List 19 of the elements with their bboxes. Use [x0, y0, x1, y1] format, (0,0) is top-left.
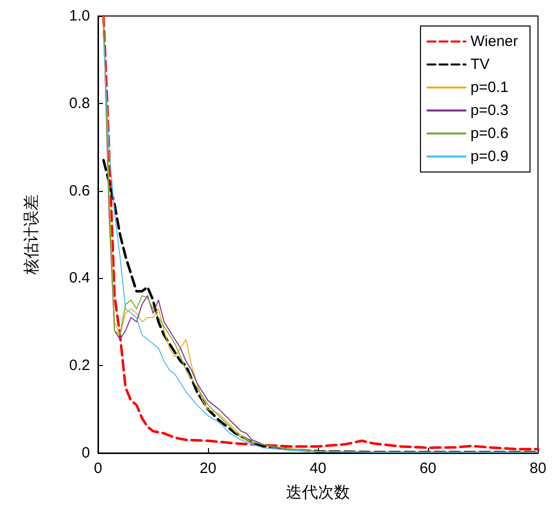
- legend-label: Wiener: [470, 33, 518, 50]
- y-tick-label: 0.4: [69, 270, 90, 287]
- x-tick-label: 0: [94, 460, 102, 477]
- x-tick-label: 20: [200, 460, 216, 477]
- x-tick-label: 60: [420, 460, 436, 477]
- y-tick-label: 0.6: [69, 182, 90, 200]
- x-tick-label: 80: [530, 460, 546, 477]
- y-tick-label: 0.8: [69, 94, 90, 112]
- y-axis-title: 核估计误差: [22, 194, 40, 276]
- legend-label: p=0.3: [470, 102, 508, 119]
- legend-label: p=0.1: [470, 79, 508, 96]
- y-tick-label: 1.0: [69, 8, 90, 24]
- y-tick-label: 0.2: [69, 357, 90, 374]
- x-axis-title: 迭代次数: [286, 484, 350, 502]
- y-tick-label: 0: [82, 444, 90, 462]
- legend-label: p=0.9: [470, 148, 508, 165]
- legend-label: TV: [470, 56, 490, 73]
- x-tick-label: 40: [310, 460, 326, 477]
- legend-label: p=0.6: [470, 125, 508, 142]
